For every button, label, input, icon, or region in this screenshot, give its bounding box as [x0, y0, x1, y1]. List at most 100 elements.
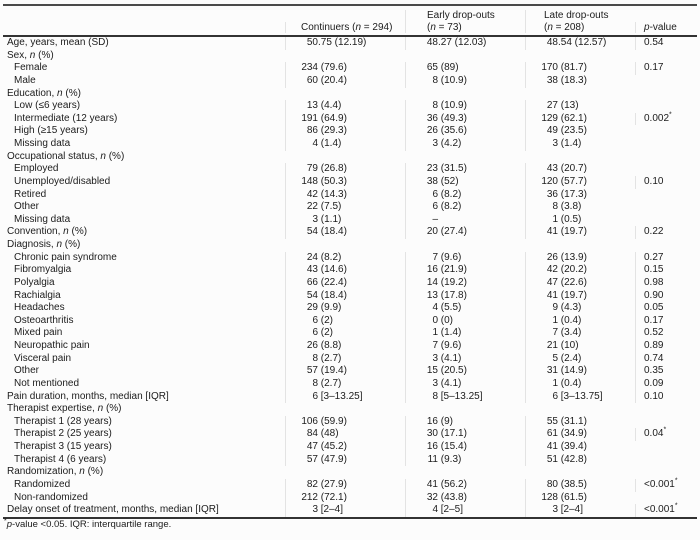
value-count: 38 — [426, 175, 438, 187]
cell-continuers: 24 (8.2) — [285, 251, 405, 265]
value-percent: (17.3) — [558, 188, 587, 200]
cell-continuers: 54 (18.4) — [285, 289, 405, 303]
cell-late-dropouts: 61 (34.9) — [525, 428, 635, 441]
cell-late-dropouts: 55 (31.1) — [525, 415, 635, 429]
value-count: 43 — [546, 163, 558, 175]
cell-early-dropouts: 36 (49.3) — [405, 112, 525, 126]
value-count: 41 — [546, 441, 558, 452]
value-percent: (17.1) — [438, 428, 467, 440]
table-row: Employed 79 (26.8) 23 (31.5) 43 (20.7) — [3, 163, 697, 176]
table-row: Missing data 4 (1.4) 3 (4.2) 3 (1.4) — [3, 138, 697, 151]
value-count: 57 — [306, 365, 318, 377]
value-percent: (19.2) — [438, 276, 467, 288]
value-count: 16 — [426, 441, 438, 452]
value-count: 6 — [312, 390, 318, 402]
cell-p-value: 0.35 — [635, 365, 697, 378]
value-count: 106 — [301, 415, 318, 427]
value-count: 8 — [432, 100, 438, 112]
cell-continuers: 106 (59.9) — [285, 415, 405, 429]
value-percent: (13) — [558, 100, 579, 112]
table-row: Missing data 3 (1.1) – 1 (0.5) — [3, 213, 697, 227]
value-count: 3 — [432, 377, 438, 389]
cell-late-dropouts: 27 (13) — [525, 100, 635, 113]
cell-early-dropouts: 3 (4.2) — [405, 138, 525, 151]
value-percent: (8.2) — [438, 188, 462, 200]
cell-late-dropouts: 129 (62.1) — [525, 112, 635, 126]
row-label: Therapist expertise, n (%) — [7, 403, 122, 415]
row-label: Visceral pain — [14, 352, 72, 364]
value-count: 8 — [432, 390, 438, 402]
value-percent: .75 (12.19) — [318, 37, 367, 48]
value-percent: (2.7) — [318, 377, 342, 389]
cell-early-dropouts: 14 (19.2) — [405, 276, 525, 290]
value-percent: (56.2) — [438, 478, 467, 490]
table-row: Polyalgia 66 (22.4) 14 (19.2) 47 (22.6) 0.98 — [3, 276, 697, 290]
cell-continuers: 57 (19.4) — [285, 365, 405, 378]
section-row: Randomization, n (%) — [3, 466, 697, 479]
value-percent: .27 (12.03) — [438, 37, 487, 48]
value-percent: (9.6) — [438, 340, 462, 351]
cell-continuers: 234 (79.6) — [285, 62, 405, 75]
cell-late-dropouts: 49 (23.5) — [525, 125, 635, 138]
cell-p-value: <0.001* — [635, 503, 697, 517]
cell-early-dropouts: 8 [5–13.25] — [405, 390, 525, 404]
cell-early-dropouts: 1 (1.4) — [405, 327, 525, 340]
value-percent: (4.4) — [318, 100, 342, 112]
row-label: Female — [14, 62, 48, 74]
value-percent: (7.5) — [318, 201, 342, 213]
table-row: Therapist 3 (15 years) 47 (45.2) 16 (15.4)… — [3, 441, 697, 454]
cell-late-dropouts: 43 (20.7) — [525, 163, 635, 176]
cell-early-dropouts: 0 (0) — [405, 314, 525, 328]
value-percent: (1.4) — [438, 327, 462, 339]
table-row: Retired 42 (14.3) 6 (8.2) 36 (17.3) — [3, 188, 697, 202]
cell-late-dropouts: 31 (14.9) — [525, 365, 635, 378]
value-count: 16 — [426, 264, 438, 276]
value-percent: (0.5) — [558, 213, 582, 225]
row-label: Headaches — [14, 302, 65, 314]
row-label: Other — [14, 201, 40, 213]
row-label: Not mentioned — [14, 377, 80, 389]
row-label: Occupational status, n (%) — [7, 150, 125, 162]
cell-p-value: 0.002* — [635, 111, 697, 126]
value-percent: (19.7) — [558, 289, 587, 301]
cell-continuers: 54 (18.4) — [285, 226, 405, 239]
section-row: Diagnosis, n (%) — [3, 239, 697, 252]
value-count: 48 — [546, 37, 558, 48]
value-percent: (9.6) — [438, 251, 462, 263]
value-count: 16 — [426, 415, 438, 427]
value-percent: [2–4] — [318, 504, 344, 516]
cell-early-dropouts: 30 (17.1) — [405, 428, 525, 441]
cell-continuers: 6 (2) — [285, 314, 405, 328]
value-count: 212 — [301, 491, 318, 503]
value-count: 31 — [546, 365, 558, 377]
value-count: 86 — [306, 125, 318, 137]
value-count: 29 — [306, 302, 318, 314]
cell-continuers: 60 (20.4) — [285, 74, 405, 88]
value-percent: (34.9) — [558, 428, 587, 440]
value-count: 8 — [552, 201, 558, 213]
value-count: 13 — [306, 100, 318, 112]
cell-late-dropouts: 1 (0.5) — [525, 213, 635, 227]
cell-continuers: 42 (14.3) — [285, 188, 405, 202]
value-count: 1 — [552, 377, 558, 389]
cell-late-dropouts: 1 (0.4) — [525, 377, 635, 391]
value-count: 82 — [306, 478, 318, 490]
cell-early-dropouts: 3 (4.1) — [405, 377, 525, 391]
cell-late-dropouts: 80 (38.5) — [525, 478, 635, 492]
cell-continuers: 191 (64.9) — [285, 112, 405, 126]
value-percent: (31.1) — [558, 415, 587, 427]
row-label: Male — [14, 74, 36, 86]
row-label: Rachialgia — [14, 289, 61, 301]
value-percent: (4.3) — [558, 302, 582, 314]
cell-continuers: 66 (22.4) — [285, 276, 405, 290]
value-percent: (48) — [318, 428, 339, 440]
row-label: Polyalgia — [14, 276, 55, 288]
row-label: Retired — [14, 188, 47, 200]
value-percent: (4.2) — [438, 138, 462, 149]
row-label: Non-randomized — [14, 491, 88, 503]
value-percent: (61.5) — [558, 491, 587, 503]
value-percent: [5–13.25] — [438, 390, 483, 402]
row-label: Mixed pain — [14, 327, 63, 339]
value-percent: (20.7) — [558, 163, 587, 175]
value-count: 54 — [306, 226, 318, 238]
